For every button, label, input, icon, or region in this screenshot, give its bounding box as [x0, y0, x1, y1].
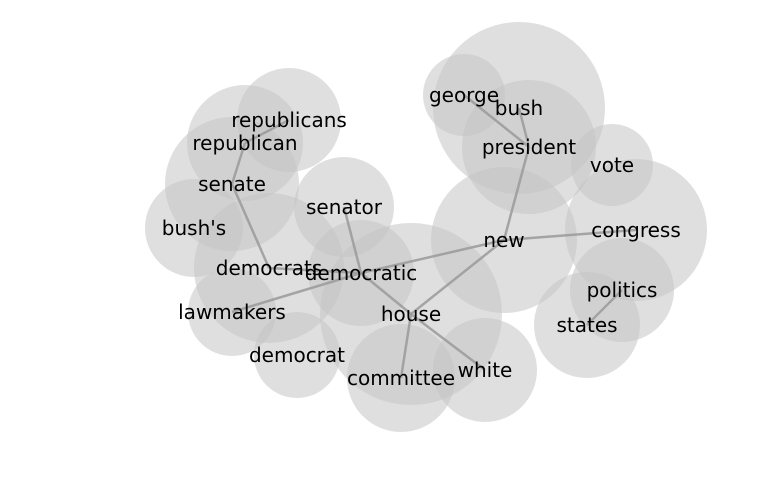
- edge-house-white: [410, 313, 486, 371]
- node-label-vote: vote: [590, 153, 634, 177]
- node-label-bushs: bush's: [162, 216, 226, 240]
- node-circle-vote: [571, 124, 653, 206]
- edge-democratic-house: [360, 272, 412, 315]
- edges: [230, 94, 637, 379]
- edge-lawmakers-democratic: [231, 271, 362, 314]
- edge-president-new: [502, 146, 531, 241]
- node-label-committee: committee: [347, 366, 455, 390]
- edge-bush-president: [517, 107, 531, 148]
- edge-democratic-new: [360, 238, 505, 275]
- node-label-white: white: [458, 358, 513, 382]
- node-label-president: president: [482, 135, 576, 159]
- node-circle-bushs: [145, 179, 243, 277]
- node-label-new: new: [483, 228, 524, 252]
- node-label-house: house: [381, 302, 441, 326]
- edge-republicans-republican: [244, 118, 290, 145]
- edge-democrats-democratic: [268, 266, 362, 275]
- edge-senator-democratic: [342, 206, 363, 274]
- node-circle-democrat: [254, 312, 340, 398]
- edge-house-new: [410, 239, 505, 315]
- node-label-republicans: republicans: [231, 108, 347, 132]
- node-label-democrat: democrat: [249, 343, 345, 367]
- node-label-george: george: [429, 83, 499, 107]
- node-label-congress: congress: [591, 218, 681, 242]
- node-label-bush: bush: [495, 96, 543, 120]
- edge-politics-states: [586, 289, 623, 326]
- edge-house-committee: [399, 313, 413, 379]
- node-label-democratic: democratic: [305, 261, 418, 285]
- edge-senate-democrats: [230, 183, 271, 269]
- edge-george-president: [463, 94, 530, 148]
- node-label-democrats: democrats: [216, 256, 322, 280]
- node-label-senator: senator: [306, 195, 383, 219]
- edge-republican-senate: [230, 142, 247, 185]
- node-label-states: states: [556, 313, 617, 337]
- node-label-republican: republican: [192, 131, 297, 155]
- node-label-politics: politics: [587, 278, 658, 302]
- edge-new-congress: [503, 228, 637, 242]
- node-label-lawmakers: lawmakers: [178, 300, 286, 324]
- node-label-senate: senate: [198, 172, 266, 196]
